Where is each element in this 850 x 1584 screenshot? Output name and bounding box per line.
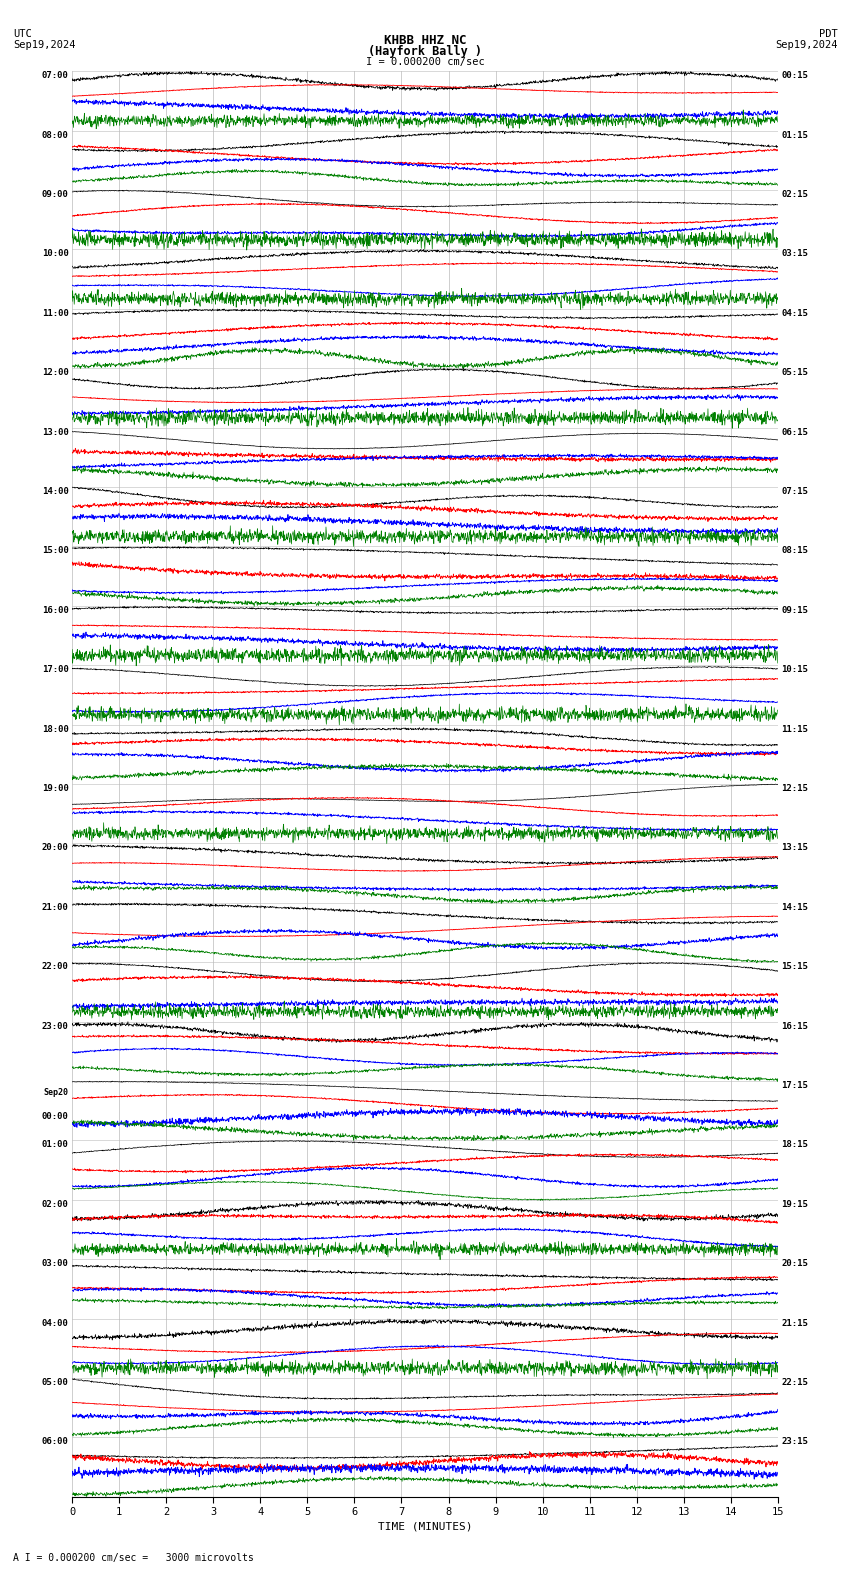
Text: Sep19,2024: Sep19,2024	[13, 40, 76, 51]
Text: 17:15: 17:15	[781, 1080, 808, 1090]
Text: 14:15: 14:15	[781, 903, 808, 912]
Text: 09:15: 09:15	[781, 605, 808, 615]
Text: 02:15: 02:15	[781, 190, 808, 200]
Text: 15:00: 15:00	[42, 546, 69, 556]
Text: 03:00: 03:00	[42, 1259, 69, 1269]
Text: 04:00: 04:00	[42, 1318, 69, 1327]
Text: 17:00: 17:00	[42, 665, 69, 675]
Text: 08:15: 08:15	[781, 546, 808, 556]
Text: 16:15: 16:15	[781, 1022, 808, 1031]
Text: 23:15: 23:15	[781, 1438, 808, 1446]
Text: 02:00: 02:00	[42, 1201, 69, 1209]
Text: PDT: PDT	[819, 29, 837, 38]
Text: UTC: UTC	[13, 29, 31, 38]
Text: 03:15: 03:15	[781, 249, 808, 258]
Text: 01:15: 01:15	[781, 130, 808, 139]
Text: (Hayfork Bally ): (Hayfork Bally )	[368, 44, 482, 59]
Text: KHBB HHZ NC: KHBB HHZ NC	[383, 33, 467, 48]
Text: 06:00: 06:00	[42, 1438, 69, 1446]
Text: Sep19,2024: Sep19,2024	[774, 40, 837, 51]
Text: A I = 0.000200 cm/sec =   3000 microvolts: A I = 0.000200 cm/sec = 3000 microvolts	[13, 1554, 253, 1563]
Text: 18:15: 18:15	[781, 1140, 808, 1150]
Text: 20:15: 20:15	[781, 1259, 808, 1269]
Text: 23:00: 23:00	[42, 1022, 69, 1031]
Text: 07:00: 07:00	[42, 71, 69, 81]
Text: 10:00: 10:00	[42, 249, 69, 258]
Text: 21:15: 21:15	[781, 1318, 808, 1327]
Text: 06:15: 06:15	[781, 428, 808, 437]
Text: 11:00: 11:00	[42, 309, 69, 318]
X-axis label: TIME (MINUTES): TIME (MINUTES)	[377, 1522, 473, 1532]
Text: 11:15: 11:15	[781, 725, 808, 733]
Text: 00:00: 00:00	[42, 1112, 69, 1121]
Text: Sep20: Sep20	[43, 1088, 69, 1098]
Text: 12:00: 12:00	[42, 369, 69, 377]
Text: 22:15: 22:15	[781, 1378, 808, 1388]
Text: 20:00: 20:00	[42, 843, 69, 852]
Text: 21:00: 21:00	[42, 903, 69, 912]
Text: 15:15: 15:15	[781, 963, 808, 971]
Text: 00:15: 00:15	[781, 71, 808, 81]
Text: 16:00: 16:00	[42, 605, 69, 615]
Text: I = 0.000200 cm/sec: I = 0.000200 cm/sec	[366, 57, 484, 67]
Text: 04:15: 04:15	[781, 309, 808, 318]
Text: 10:15: 10:15	[781, 665, 808, 675]
Text: 12:15: 12:15	[781, 784, 808, 794]
Text: 05:00: 05:00	[42, 1378, 69, 1388]
Text: 01:00: 01:00	[42, 1140, 69, 1150]
Text: 13:00: 13:00	[42, 428, 69, 437]
Text: 07:15: 07:15	[781, 486, 808, 496]
Text: 13:15: 13:15	[781, 843, 808, 852]
Text: 19:00: 19:00	[42, 784, 69, 794]
Text: 14:00: 14:00	[42, 486, 69, 496]
Text: 19:15: 19:15	[781, 1201, 808, 1209]
Text: 18:00: 18:00	[42, 725, 69, 733]
Text: 22:00: 22:00	[42, 963, 69, 971]
Text: 05:15: 05:15	[781, 369, 808, 377]
Text: 09:00: 09:00	[42, 190, 69, 200]
Text: 08:00: 08:00	[42, 130, 69, 139]
